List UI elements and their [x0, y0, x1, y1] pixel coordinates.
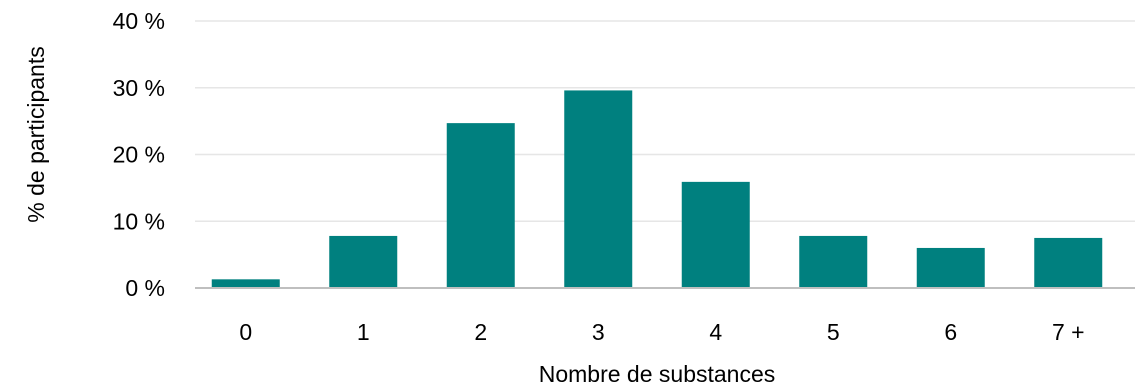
bar	[211, 279, 280, 288]
x-axis-title: Nombre de substances	[539, 361, 776, 387]
bar	[1034, 237, 1103, 288]
y-tick-label: 30 %	[113, 75, 165, 101]
x-tick-label: 5	[827, 319, 840, 345]
bar	[329, 235, 398, 288]
x-axis-ticks: 0 1 2 3 4 5 6 7 +	[239, 319, 1084, 345]
x-tick-label: 6	[944, 319, 957, 345]
y-axis-ticks: 0 % 10 % 20 % 30 % 40 %	[113, 8, 165, 301]
x-tick-label: 7 +	[1052, 319, 1085, 345]
y-tick-label: 40 %	[113, 8, 165, 34]
bar	[681, 181, 750, 288]
y-axis-title: % de participants	[23, 46, 49, 222]
bar	[446, 123, 515, 288]
bar	[916, 247, 985, 288]
y-tick-label: 20 %	[113, 142, 165, 168]
y-tick-label: 10 %	[113, 208, 165, 234]
x-tick-label: 3	[592, 319, 605, 345]
x-tick-label: 1	[357, 319, 370, 345]
y-tick-label: 0 %	[125, 275, 165, 301]
bar	[564, 90, 633, 288]
x-tick-label: 4	[709, 319, 722, 345]
bars	[211, 90, 1103, 288]
x-tick-label: 0	[239, 319, 252, 345]
gridlines	[195, 20, 1135, 222]
bar	[799, 235, 868, 288]
x-tick-label: 2	[474, 319, 487, 345]
